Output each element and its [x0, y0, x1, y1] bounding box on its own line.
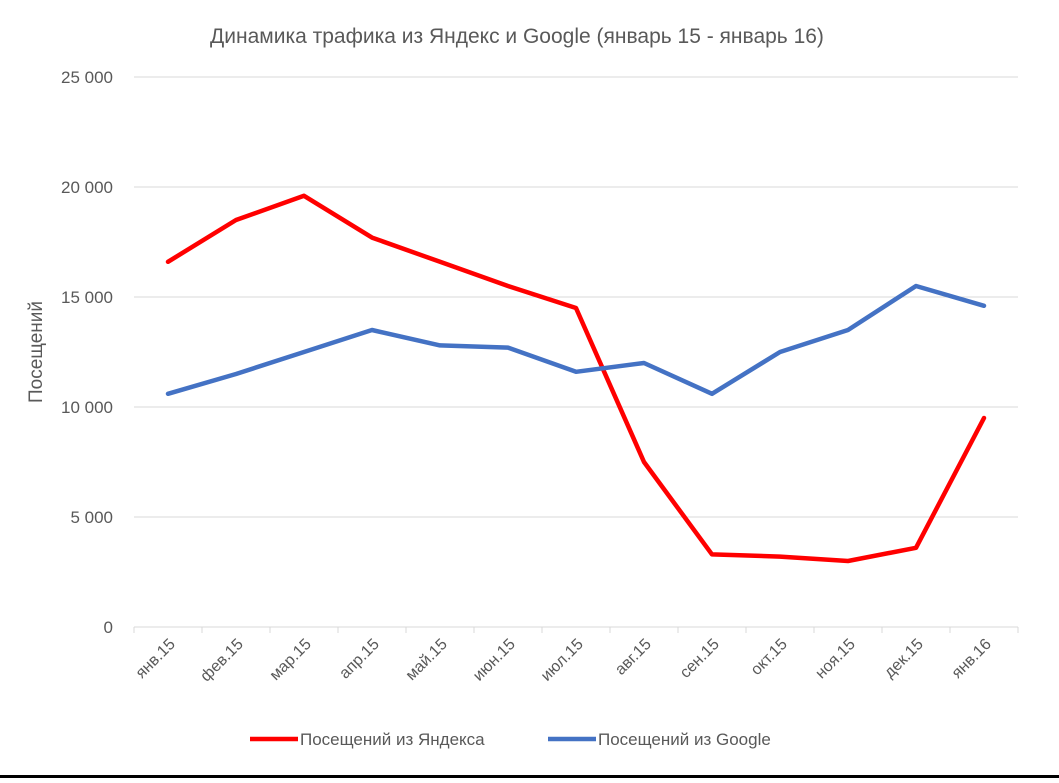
legend-label: Посещений из Яндекса — [300, 730, 485, 749]
x-tick-label: фев.15 — [197, 636, 246, 685]
y-tick-label: 0 — [104, 618, 113, 637]
x-tick-label: авг.15 — [612, 636, 655, 679]
x-tick-label: июн.15 — [470, 636, 519, 685]
series-line — [168, 286, 984, 394]
y-tick-label: 5 000 — [70, 508, 113, 527]
legend-label: Посещений из Google — [598, 730, 771, 749]
y-tick-label: 15 000 — [61, 288, 113, 307]
x-tick-label: мар.15 — [267, 636, 315, 684]
x-tick-label: окт.15 — [748, 636, 791, 679]
y-tick-label: 25 000 — [61, 68, 113, 87]
x-tick-label: янв.16 — [949, 636, 995, 682]
series-line — [168, 196, 984, 561]
y-tick-label: 20 000 — [61, 178, 113, 197]
x-tick-label: дек.15 — [881, 636, 927, 682]
x-tick-label: июл.15 — [538, 636, 587, 685]
x-tick-label: янв.15 — [133, 636, 179, 682]
x-tick-label: ноя.15 — [812, 636, 858, 682]
x-tick-label: сен.15 — [677, 636, 723, 682]
y-tick-label: 10 000 — [61, 398, 113, 417]
chart-title: Динамика трафика из Яндекс и Google (янв… — [210, 25, 824, 48]
x-tick-label: апр.15 — [336, 636, 383, 683]
x-tick-label: май.15 — [403, 636, 451, 684]
y-axis-label: Посещений — [26, 301, 47, 403]
